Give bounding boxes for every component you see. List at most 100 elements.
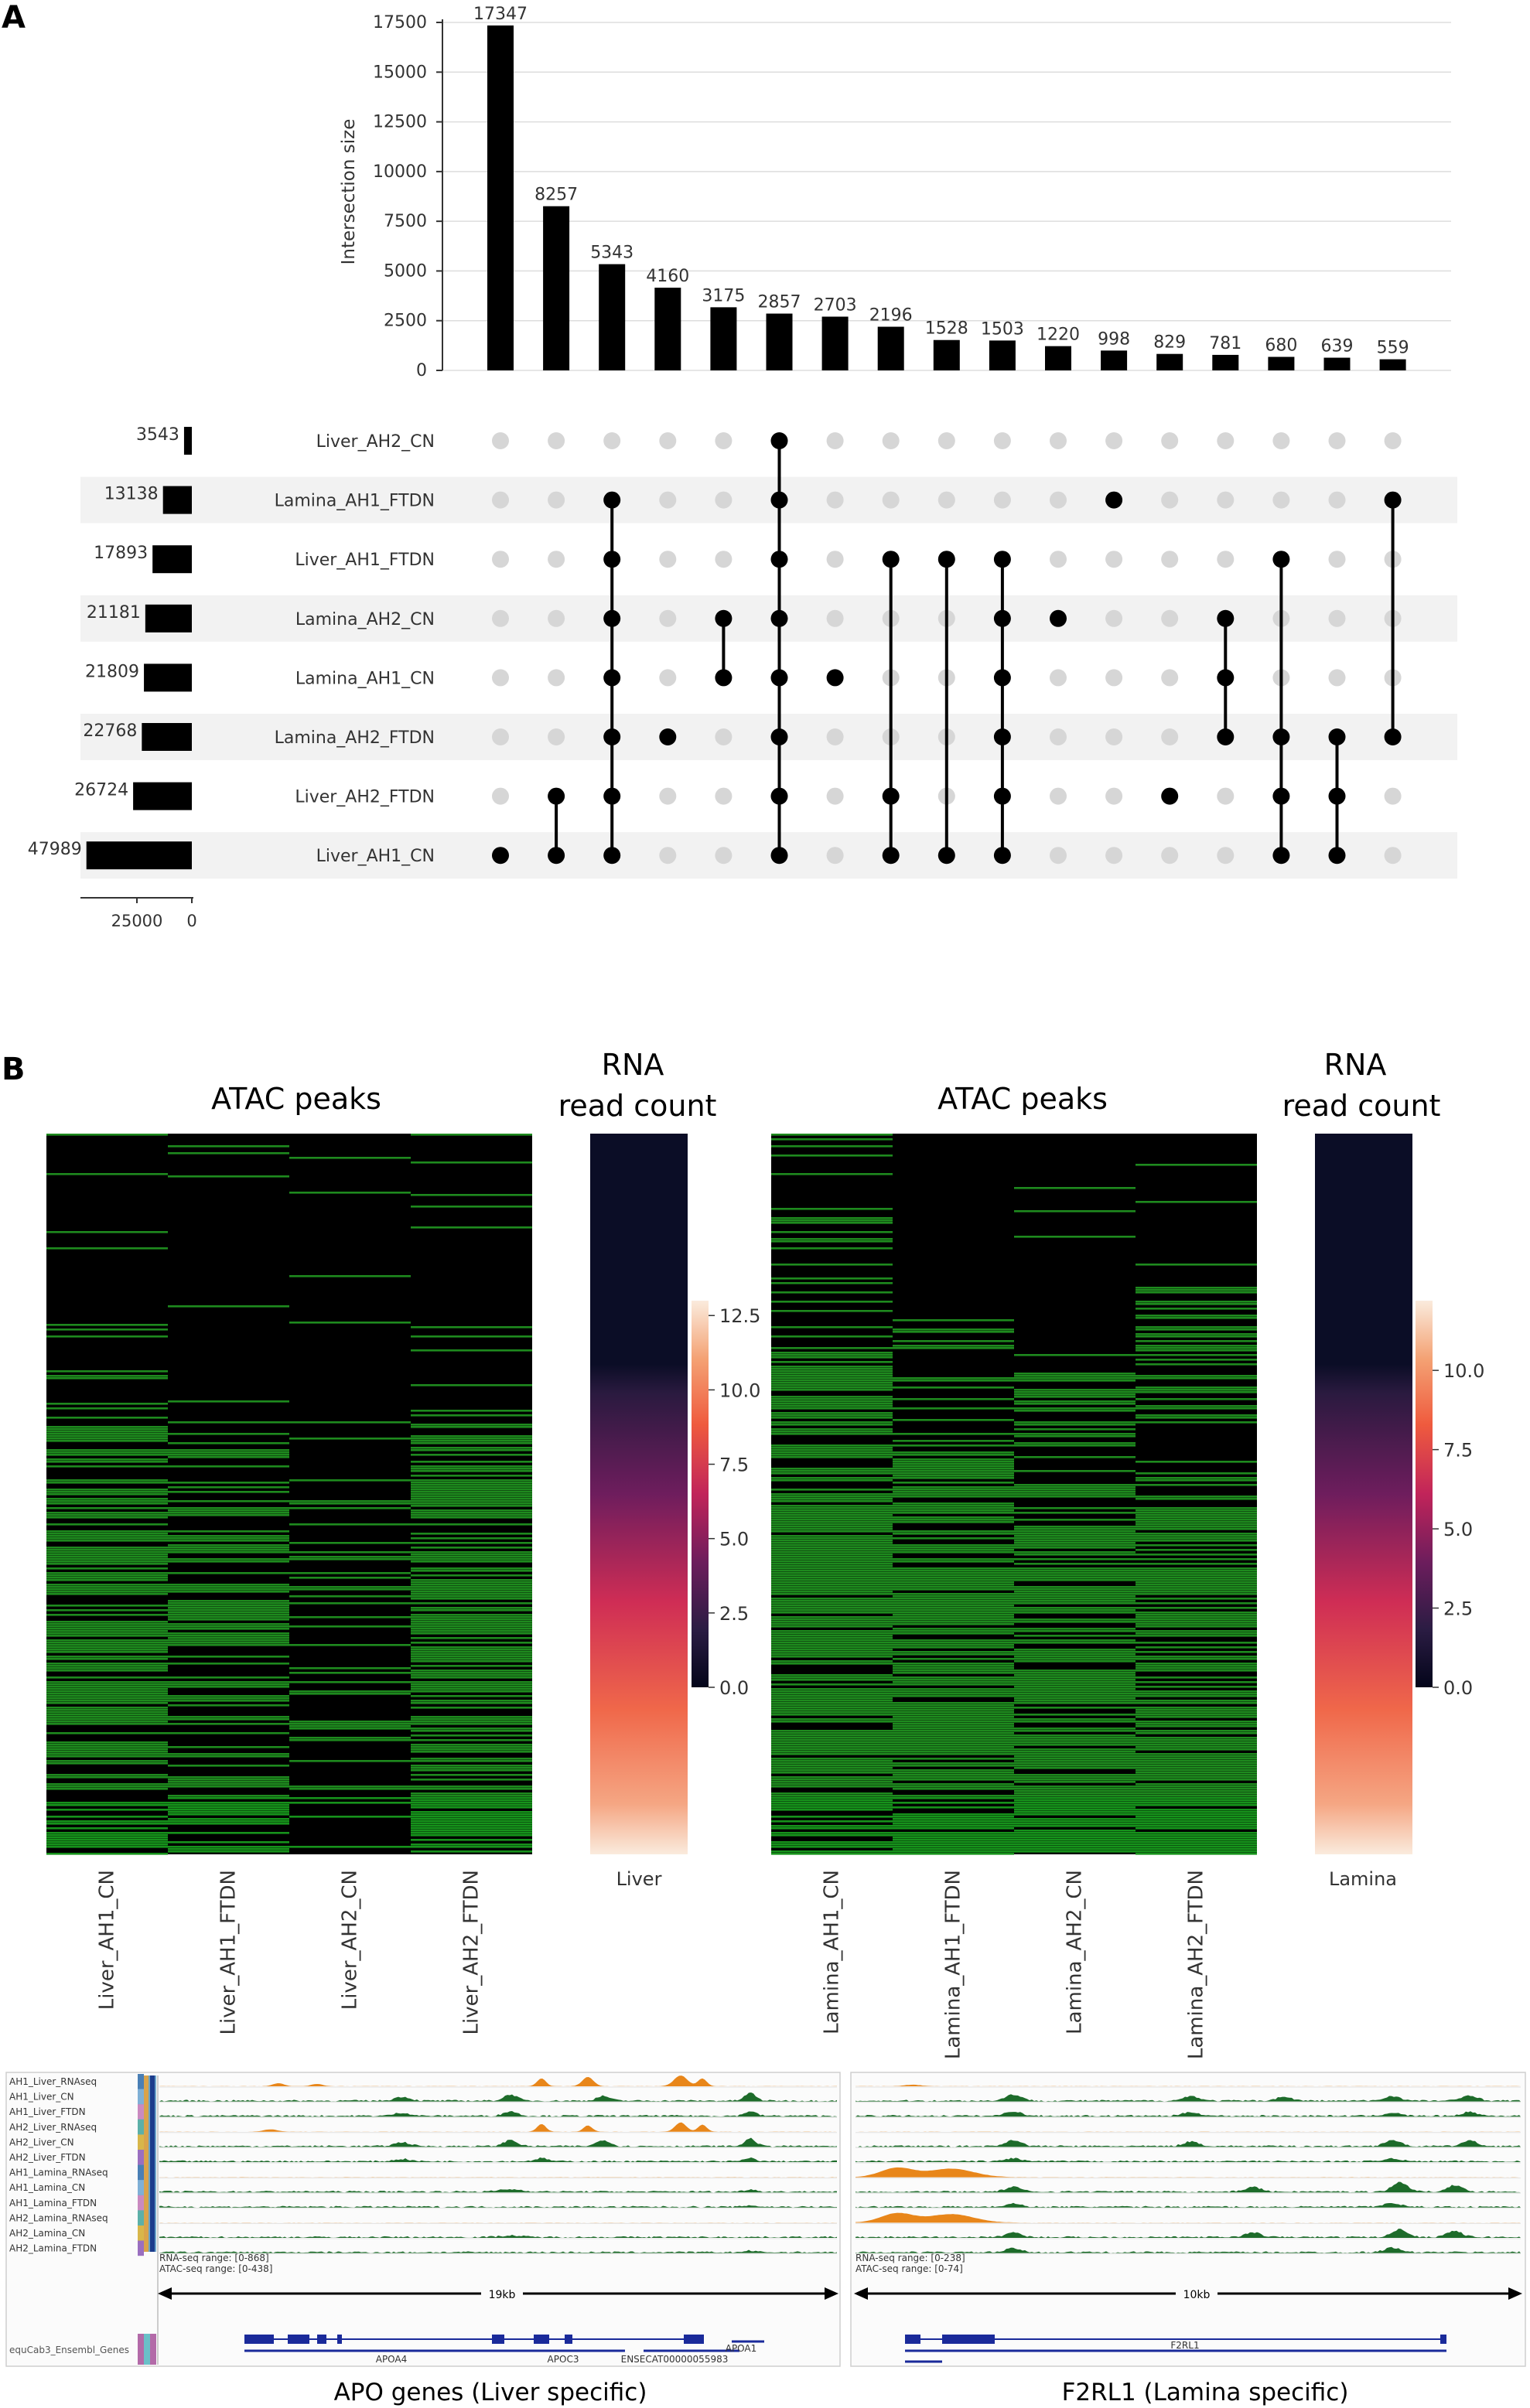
caption-apo: APO genes (Liver specific)	[334, 2379, 647, 2406]
peak-line	[893, 1734, 1014, 1737]
peak-line	[893, 1558, 1014, 1560]
peak-line	[168, 1486, 289, 1489]
peak-line	[771, 1384, 893, 1386]
peak-line	[46, 1572, 168, 1574]
matrix-dot-filled	[603, 491, 621, 509]
peak-line	[1136, 1514, 1257, 1516]
peak-line	[893, 1519, 1014, 1521]
browser-track-label: AH2_Lamina_RNAseq	[9, 2212, 108, 2223]
peak-line	[411, 1621, 532, 1623]
peak-line	[771, 1697, 893, 1700]
peak-line	[1014, 1797, 1136, 1799]
peak-line	[1136, 1658, 1257, 1660]
matrix-dot-filled	[770, 609, 788, 627]
peak-line	[771, 1783, 893, 1786]
peak-line	[46, 1646, 168, 1649]
peak-line	[771, 1217, 893, 1219]
peak-line	[1136, 1496, 1257, 1498]
peak-line	[1136, 1618, 1257, 1621]
peak-line	[1014, 1660, 1136, 1663]
peak-line	[893, 1516, 1014, 1519]
peak-line	[411, 1491, 532, 1493]
peak-line	[771, 1651, 893, 1653]
peak-line	[289, 1577, 411, 1579]
peak-line	[893, 1739, 1014, 1741]
peak-line	[771, 1577, 893, 1579]
peak-line	[411, 1326, 532, 1328]
peak-line	[1136, 1472, 1257, 1475]
peak-line	[893, 1549, 1014, 1551]
peak-line	[771, 1730, 893, 1732]
peak-line	[168, 1305, 289, 1308]
intersection-bar	[487, 25, 514, 370]
matrix-dot-empty	[492, 787, 509, 805]
peak-line	[1136, 1484, 1257, 1486]
peak-line	[771, 1688, 893, 1690]
peak-line	[1014, 1491, 1136, 1493]
peak-line	[411, 1702, 532, 1704]
peak-line	[168, 1781, 289, 1783]
matrix-dot-filled	[770, 787, 788, 805]
matrix-dot-empty	[1217, 847, 1235, 865]
set-size-label: 26724	[74, 781, 128, 800]
peak-line	[168, 1512, 289, 1514]
peak-line	[1014, 1628, 1136, 1630]
peak-line	[1136, 1711, 1257, 1714]
peak-line	[411, 1660, 532, 1663]
peak-line	[893, 1454, 1014, 1456]
peak-line	[771, 1820, 893, 1823]
matrix-dot-empty	[659, 491, 677, 509]
peak-line	[46, 1688, 168, 1690]
peak-line	[1014, 1670, 1136, 1672]
peak-line	[168, 1704, 289, 1707]
peak-line	[1014, 1574, 1136, 1577]
gene-apoa4: APOA4	[376, 2354, 408, 2365]
peak-line	[893, 1741, 1014, 1744]
peak-line	[1136, 1593, 1257, 1595]
peak-line	[893, 1419, 1014, 1421]
heatmap-columns-lamina: Lamina_AH1_CN Lamina_AH1_FTDN Lamina_AH2_C…	[821, 1870, 1208, 2059]
peak-line	[893, 1602, 1014, 1605]
gene-track-label: equCab3_Ensembl_Genes	[9, 2345, 129, 2355]
peak-line	[1136, 1725, 1257, 1728]
matrix-dot-filled	[1272, 551, 1290, 568]
peak-line	[411, 1516, 532, 1519]
rna-title-liver-line2: read count	[558, 1089, 717, 1123]
peak-line	[1136, 1642, 1257, 1644]
peak-line	[893, 1676, 1014, 1679]
matrix-dot-filled	[1328, 728, 1346, 745]
peak-line	[771, 1558, 893, 1560]
peak-line	[46, 1639, 168, 1642]
peak-line	[1014, 1672, 1136, 1674]
peak-line	[168, 1491, 289, 1493]
intersection-bar	[766, 313, 793, 370]
peak-line	[168, 1558, 289, 1560]
peak-line	[893, 1623, 1014, 1625]
colorbar-tick-label: 0.0	[1443, 1677, 1473, 1699]
peak-line	[771, 1505, 893, 1507]
colorbar-tick-label: 10.0	[1443, 1360, 1484, 1382]
peak-line	[1014, 1734, 1136, 1737]
peak-line	[1136, 1558, 1257, 1560]
peak-line	[1136, 1584, 1257, 1586]
peak-line	[411, 1649, 532, 1651]
peak-line	[1136, 1407, 1257, 1410]
peak-line	[893, 1753, 1014, 1755]
peak-line	[771, 1656, 893, 1658]
peak-line	[168, 1602, 289, 1605]
peak-line	[1014, 1533, 1136, 1535]
peak-line	[771, 1352, 893, 1354]
peak-line	[893, 1491, 1014, 1493]
peak-line	[411, 1827, 532, 1830]
peak-line	[1014, 1758, 1136, 1760]
peak-line	[46, 1498, 168, 1500]
peak-line	[893, 1493, 1014, 1496]
peak-line	[1014, 1424, 1136, 1426]
peak-line	[771, 1554, 893, 1556]
peak-line	[771, 1586, 893, 1588]
peak-line	[168, 1850, 289, 1853]
peak-line	[1136, 1665, 1257, 1667]
peak-line	[1136, 1707, 1257, 1709]
peak-line	[893, 1725, 1014, 1728]
